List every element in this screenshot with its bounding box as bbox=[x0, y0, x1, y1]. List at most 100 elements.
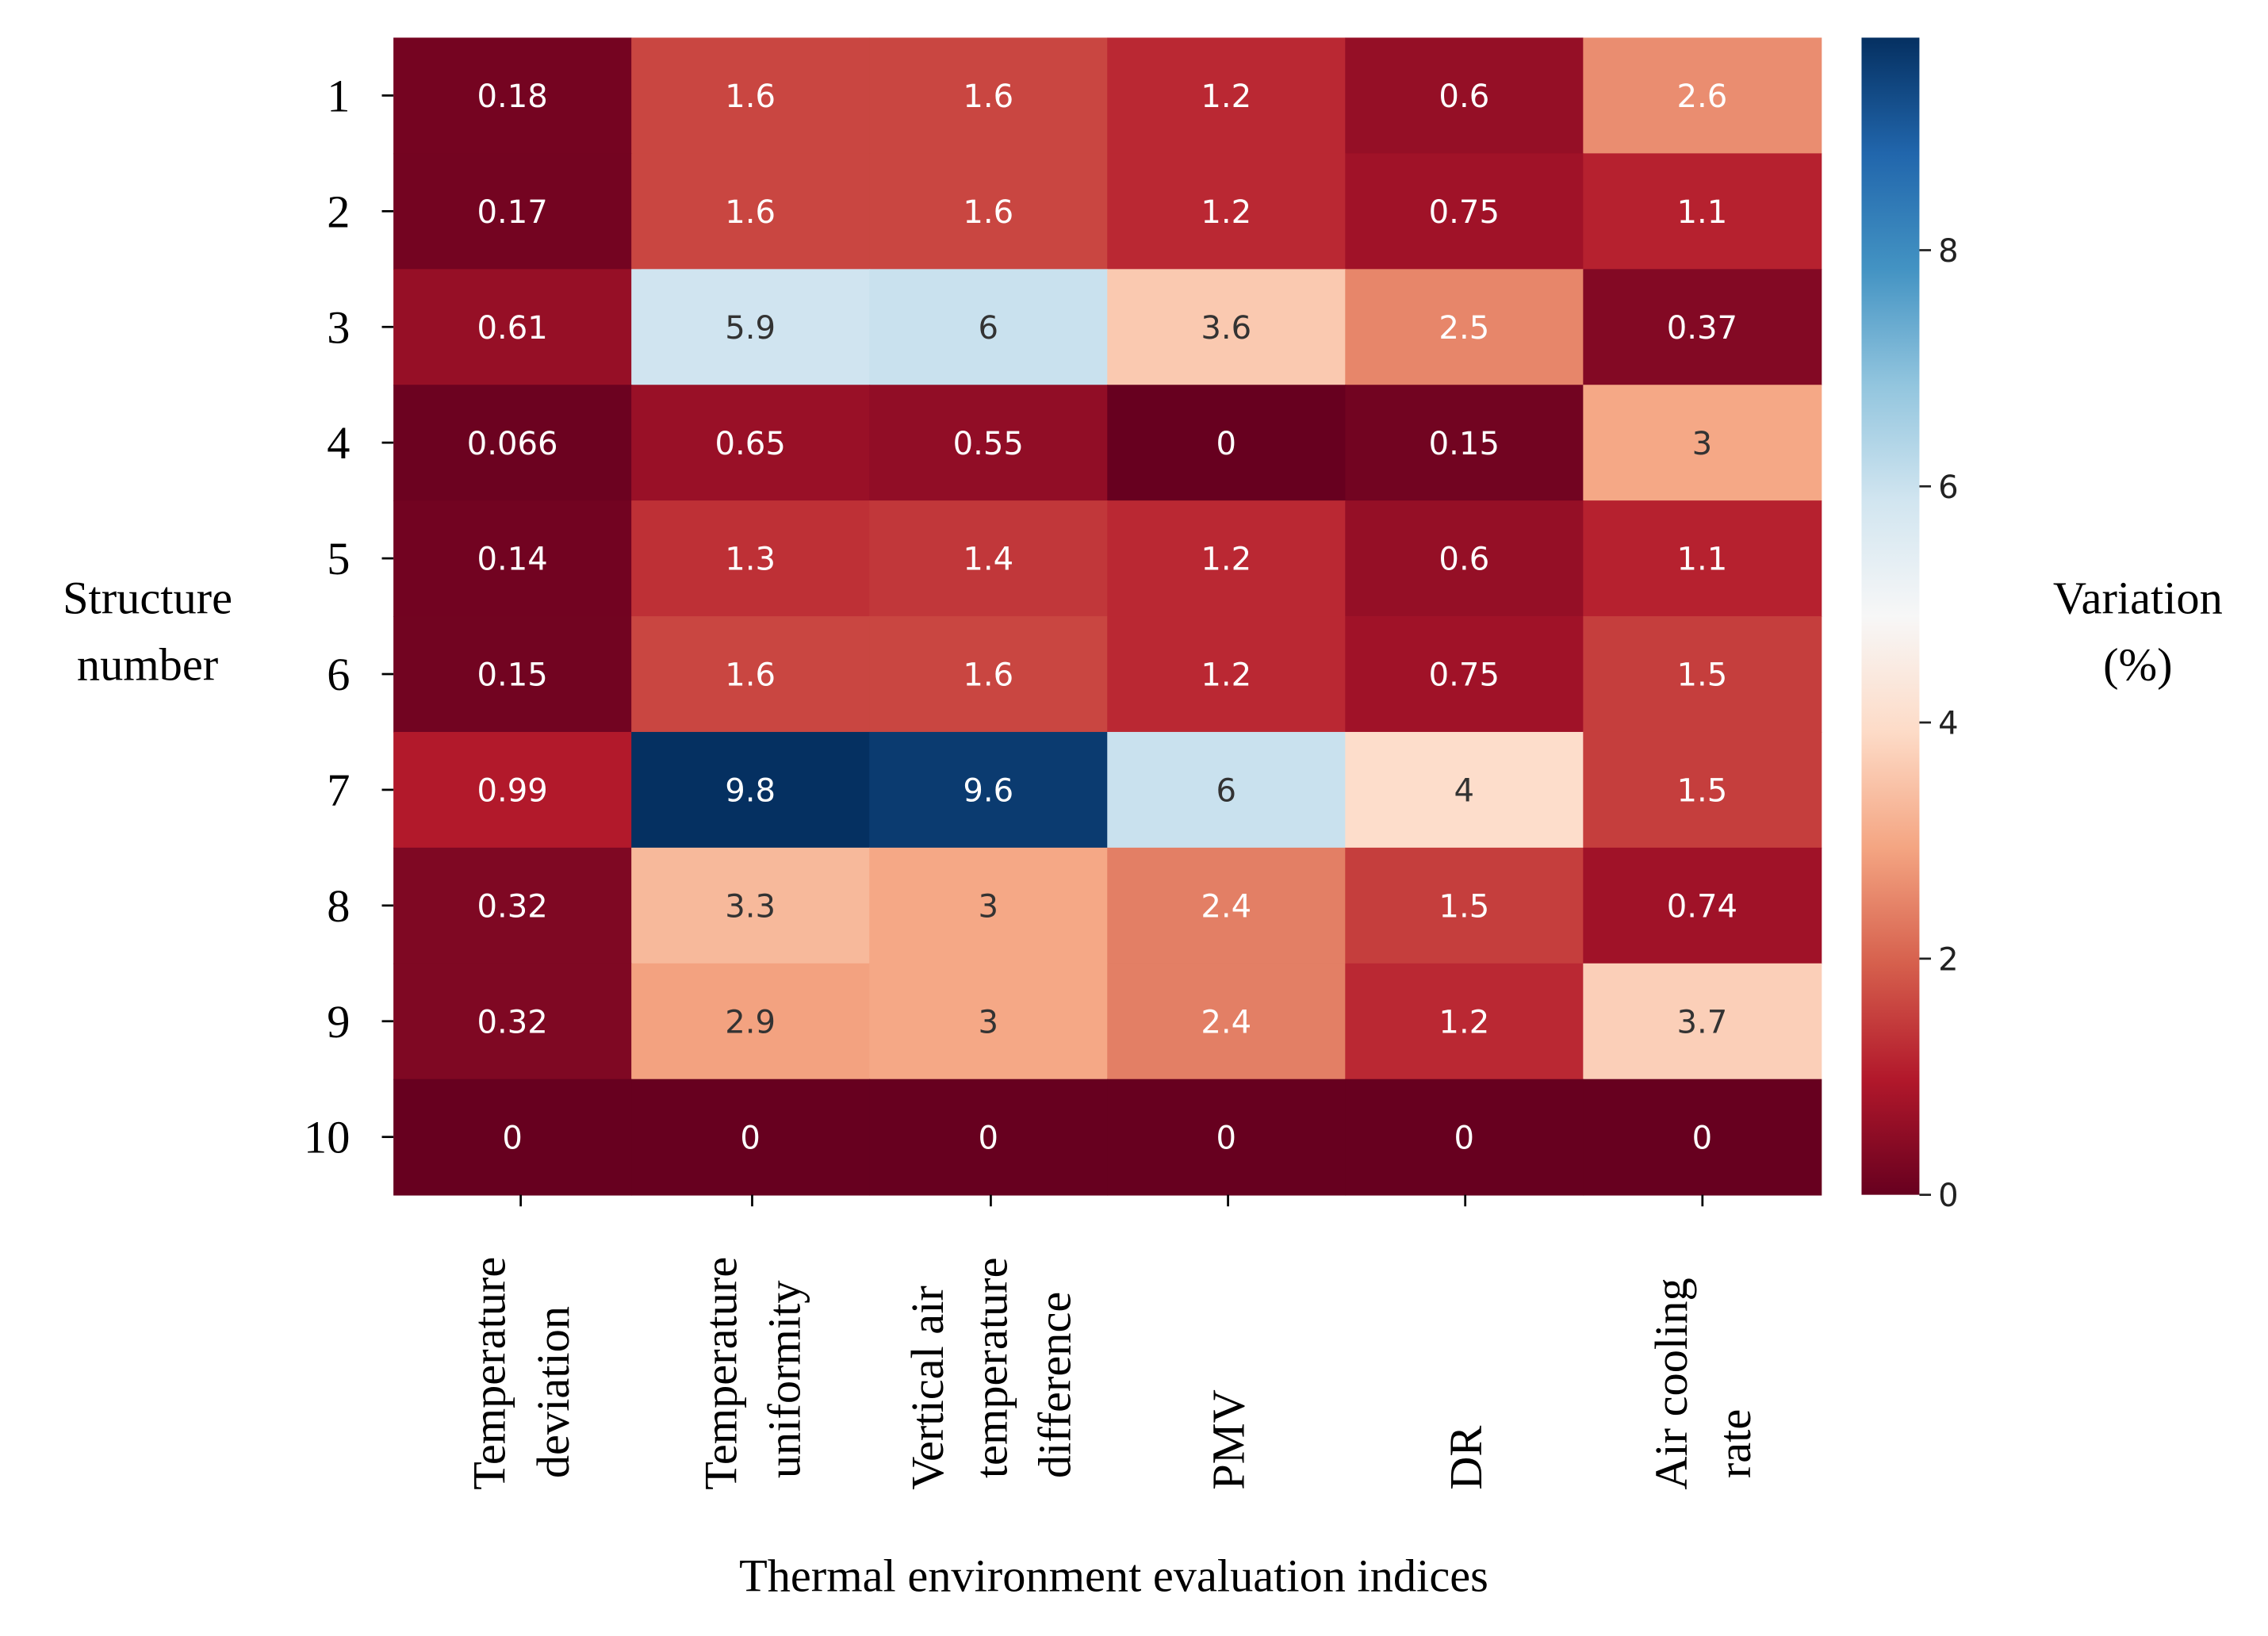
cell-value-label: 9.6 bbox=[963, 773, 1013, 810]
cell-value-label: 0.15 bbox=[477, 657, 547, 694]
colorbar-tick-label: 2 bbox=[1938, 941, 1959, 978]
x-tick-labels: Temperature deviation Temperature uniformit… bbox=[464, 1194, 1760, 1490]
cell-value-label: 4 bbox=[1454, 773, 1475, 810]
cell-value-label: 3 bbox=[978, 1004, 998, 1040]
heatmap-cell bbox=[869, 616, 1109, 733]
heatmap-cell bbox=[869, 847, 1109, 964]
heatmap-cell bbox=[393, 847, 633, 964]
x-tick-label-line: Temperature bbox=[695, 1257, 746, 1490]
x-tick-label: DR bbox=[1440, 1426, 1492, 1490]
cell-value-label: 1.2 bbox=[1201, 79, 1251, 115]
heatmap-cell bbox=[631, 37, 871, 155]
cell-value-label: 1.6 bbox=[963, 657, 1013, 694]
y-tick-label: 10 bbox=[304, 1112, 350, 1163]
cell-value-label: 2.4 bbox=[1201, 1004, 1251, 1040]
heatmap-cell bbox=[631, 1079, 871, 1196]
x-tick-label-line: Vertical air bbox=[902, 1285, 953, 1490]
y-tick-label: 7 bbox=[327, 764, 350, 816]
x-tick-label-line: DR bbox=[1440, 1426, 1492, 1490]
heatmap-cell bbox=[1107, 1079, 1347, 1196]
cell-value-label: 0.17 bbox=[477, 194, 547, 231]
cell-value-label: 0.55 bbox=[953, 426, 1024, 462]
cell-value-label: 5.9 bbox=[725, 310, 776, 347]
cell-value-label: 0 bbox=[1454, 1120, 1475, 1156]
cell-value-label: 9.8 bbox=[725, 773, 776, 810]
cell-value-label: 0.32 bbox=[477, 888, 547, 925]
heatmap-cell bbox=[1345, 1079, 1584, 1196]
heatmap-cell bbox=[869, 385, 1109, 502]
heatmap-cell bbox=[1345, 37, 1584, 155]
cell-value-label: 6 bbox=[978, 310, 998, 347]
heatmap-cell bbox=[1583, 269, 1822, 386]
heatmap-cell bbox=[631, 731, 871, 849]
heatmap-cell bbox=[869, 269, 1109, 386]
cell-value-label: 0 bbox=[1216, 426, 1237, 462]
y-tick-label: 9 bbox=[327, 996, 350, 1048]
cell-value-label: 0 bbox=[502, 1120, 523, 1156]
x-tick-label: Temperature deviation bbox=[464, 1257, 579, 1490]
heatmap-cell bbox=[393, 963, 633, 1080]
x-tick-label-line: deviation bbox=[527, 1306, 579, 1478]
x-tick-label: Vertical air temperature difference bbox=[902, 1257, 1081, 1489]
heatmap-cell bbox=[1345, 616, 1584, 733]
colorbar-ticks: 0 2 4 6 8 bbox=[1919, 233, 1959, 1214]
heatmap-cell bbox=[393, 385, 633, 502]
cell-value-label: 0.61 bbox=[477, 310, 547, 347]
heatmap-cell bbox=[393, 1079, 633, 1196]
y-tick-label: 3 bbox=[327, 301, 350, 353]
heatmap-cell bbox=[869, 153, 1109, 270]
x-tick-label: Temperature uniformity bbox=[695, 1257, 810, 1490]
cell-value-label: 1.1 bbox=[1676, 194, 1727, 231]
cell-value-label: 1.6 bbox=[963, 79, 1013, 115]
cell-value-label: 0.15 bbox=[1429, 426, 1500, 462]
cell-value-label: 1.6 bbox=[725, 79, 776, 115]
heatmap-cell bbox=[1107, 153, 1347, 270]
cell-value-label: 1.5 bbox=[1676, 773, 1727, 810]
y-tick-label: 2 bbox=[327, 186, 350, 237]
heatmap-cell bbox=[393, 153, 633, 270]
x-tick-label-line: PMV bbox=[1203, 1389, 1255, 1490]
cell-value-label: 2.5 bbox=[1439, 310, 1489, 347]
cell-value-label: 0.18 bbox=[477, 79, 547, 115]
y-tick-label: 5 bbox=[327, 533, 350, 584]
heatmap-cell bbox=[1107, 616, 1347, 733]
cell-value-label: 1.6 bbox=[725, 194, 776, 231]
heatmap-cell bbox=[1583, 37, 1822, 155]
heatmap-cell bbox=[1345, 153, 1584, 270]
heatmap-cell bbox=[1583, 385, 1822, 502]
heatmap-cell bbox=[631, 963, 871, 1080]
cell-value-label: 1.2 bbox=[1201, 194, 1251, 231]
heatmap-cell bbox=[1583, 1079, 1822, 1196]
cell-value-label: 0.37 bbox=[1667, 310, 1737, 347]
cell-value-label: 0.14 bbox=[477, 542, 547, 578]
cell-value-label: 1.2 bbox=[1201, 542, 1251, 578]
cell-value-label: 0 bbox=[1692, 1120, 1713, 1156]
cell-value-label: 1.3 bbox=[725, 542, 776, 578]
cell-value-label: 1.5 bbox=[1676, 657, 1727, 694]
colorbar-label: Variation (%) bbox=[2053, 572, 2223, 690]
heatmap-cell bbox=[1583, 500, 1822, 617]
cell-value-label: 0.75 bbox=[1429, 657, 1500, 694]
heatmap-cell bbox=[631, 153, 871, 270]
cell-value-label: 0.32 bbox=[477, 1004, 547, 1040]
heatmap-cell bbox=[1107, 37, 1347, 155]
cell-value-label: 3.7 bbox=[1676, 1004, 1727, 1040]
heatmap-cell bbox=[1345, 500, 1584, 617]
cell-value-label: 0.6 bbox=[1439, 542, 1489, 578]
colorbar-tick-label: 8 bbox=[1938, 233, 1959, 270]
colorbar-tick-label: 4 bbox=[1938, 706, 1959, 742]
y-axis-label: Structure number bbox=[63, 572, 232, 690]
heatmap-cell bbox=[1107, 847, 1347, 964]
heatmap-cell bbox=[869, 731, 1109, 849]
heatmap-cell bbox=[631, 269, 871, 386]
cell-value-label: 1.4 bbox=[963, 542, 1013, 578]
heatmap-cell bbox=[869, 37, 1109, 155]
cell-value-label: 0 bbox=[978, 1120, 998, 1156]
y-tick-label: 1 bbox=[327, 70, 350, 121]
x-axis-label: Thermal environment evaluation indices bbox=[739, 1550, 1488, 1601]
cell-value-label: 0.6 bbox=[1439, 79, 1489, 115]
cell-value-label: 0.65 bbox=[715, 426, 786, 462]
heatmap-cell bbox=[869, 963, 1109, 1080]
colorbar-tick-label: 6 bbox=[1938, 469, 1959, 506]
x-tick-label-line: temperature bbox=[965, 1257, 1017, 1478]
